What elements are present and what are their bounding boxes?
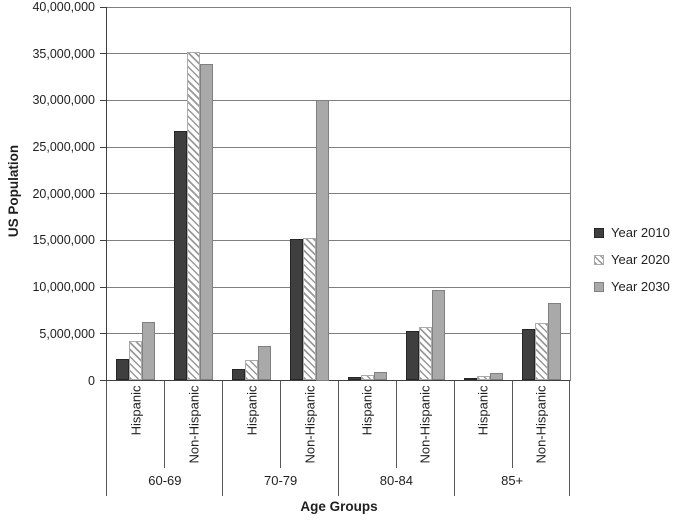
gridline — [107, 53, 570, 55]
bar-year-2020-70-79-hispanic — [245, 359, 259, 381]
x-axis-line — [100, 379, 570, 381]
bar-year-2030-70-79-hispanic — [258, 345, 272, 381]
category-label-60-69-non-hispanic: Non-Hispanic — [186, 385, 202, 464]
gridline — [107, 99, 570, 101]
bar-year-2030-80-84-hispanic — [373, 371, 387, 381]
y-axis-line — [106, 7, 107, 382]
plot-border-right — [569, 7, 571, 381]
gridline — [107, 333, 570, 335]
bar-year-2030-80-84-non-hispanic — [431, 289, 445, 381]
bar-year-2030-85-non-hispanic — [547, 302, 561, 381]
bar-year-2020-80-84-hispanic — [360, 375, 374, 381]
bar-year-2020-60-69-non-hispanic — [187, 51, 201, 381]
gridline — [107, 286, 570, 288]
y-axis-tick — [100, 146, 107, 148]
legend-item-year-2010: Year 2010 — [594, 226, 674, 240]
subgroup-divider — [164, 380, 166, 468]
y-axis-tick — [100, 6, 107, 8]
category-label-80-84-hispanic: Hispanic — [359, 385, 375, 435]
y-axis-tick-label: 15,000,000 — [32, 233, 95, 248]
bar-year-2030-70-79-non-hispanic — [316, 100, 330, 381]
category-label-60-69-hispanic: Hispanic — [128, 385, 144, 435]
bar-year-2020-60-69-hispanic — [129, 341, 143, 381]
bar-year-2010-60-69-hispanic — [116, 359, 130, 381]
legend-item-year-2020: Year 2020 — [594, 253, 674, 267]
y-axis-tick — [100, 239, 107, 241]
age-group-label-70-79: 70-79 — [264, 473, 298, 488]
y-axis-tick-label: 35,000,000 — [32, 46, 95, 61]
y-axis-tick — [100, 333, 107, 335]
gridline — [107, 146, 570, 148]
y-axis-tick-label: 40,000,000 — [32, 0, 95, 14]
legend-label: Year 2010 — [611, 225, 670, 240]
category-label-85-non-hispanic: Non-Hispanic — [533, 385, 549, 464]
category-label-85-hispanic: Hispanic — [475, 385, 491, 435]
age-group-label-85: 85+ — [501, 473, 524, 488]
y-axis-tick-label: 30,000,000 — [32, 93, 95, 108]
legend-item-year-2030: Year 2030 — [594, 280, 674, 294]
bar-year-2010-80-84-hispanic — [347, 377, 361, 381]
y-axis-tick-label: 5,000,000 — [39, 326, 95, 341]
subgroup-divider — [511, 380, 513, 468]
bar-year-2020-80-84-non-hispanic — [418, 327, 432, 381]
legend-label: Year 2030 — [611, 279, 670, 294]
bar-year-2010-60-69-non-hispanic — [174, 131, 188, 381]
y-axis-tick-label: 25,000,000 — [32, 140, 95, 155]
y-axis-tick-label: 20,000,000 — [32, 186, 95, 201]
bar-year-2020-70-79-non-hispanic — [303, 237, 317, 381]
bar-year-2030-85-hispanic — [489, 373, 503, 381]
y-axis-tick — [100, 380, 107, 381]
legend-swatch-year-2020 — [594, 255, 604, 265]
gridline — [107, 193, 570, 195]
legend-label: Year 2020 — [611, 252, 670, 267]
legend-swatch-year-2010 — [594, 228, 604, 238]
age-group-label-80-84: 80-84 — [379, 473, 413, 488]
subgroup-divider — [280, 380, 282, 468]
bar-year-2010-85-non-hispanic — [521, 329, 535, 381]
category-label-70-79-non-hispanic: Non-Hispanic — [302, 385, 318, 464]
legend-swatch-year-2030 — [594, 282, 604, 292]
age-group-divider — [453, 380, 455, 496]
y-axis-tick — [100, 286, 107, 288]
category-label-70-79-hispanic: Hispanic — [244, 385, 260, 435]
y-axis-tick-label: 10,000,000 — [32, 280, 95, 295]
x-axis-title: Age Groups — [300, 499, 378, 514]
y-axis-tick-label: 0 — [88, 373, 95, 388]
category-axis-edge-right — [569, 380, 570, 496]
bar-year-2010-70-79-non-hispanic — [290, 238, 304, 381]
bar-year-2030-60-69-non-hispanic — [200, 63, 214, 381]
category-label-80-84-non-hispanic: Non-Hispanic — [417, 385, 433, 464]
category-axis-edge-left — [106, 380, 107, 496]
bar-year-2020-85-hispanic — [476, 376, 490, 381]
age-group-divider — [222, 380, 224, 496]
bar-year-2010-70-79-hispanic — [232, 369, 246, 381]
gridline — [107, 239, 570, 241]
bar-year-2020-85-non-hispanic — [534, 322, 548, 381]
subgroup-divider — [395, 380, 397, 468]
y-axis-tick — [100, 99, 107, 101]
bar-year-2030-60-69-hispanic — [142, 321, 156, 381]
bar-year-2010-80-84-non-hispanic — [405, 331, 419, 381]
age-group-label-60-69: 60-69 — [148, 473, 182, 488]
bar-year-2010-85-hispanic — [463, 377, 477, 381]
y-axis-tick — [100, 53, 107, 55]
gridline — [107, 6, 570, 8]
y-axis-tick — [100, 193, 107, 195]
age-group-divider — [338, 380, 339, 496]
